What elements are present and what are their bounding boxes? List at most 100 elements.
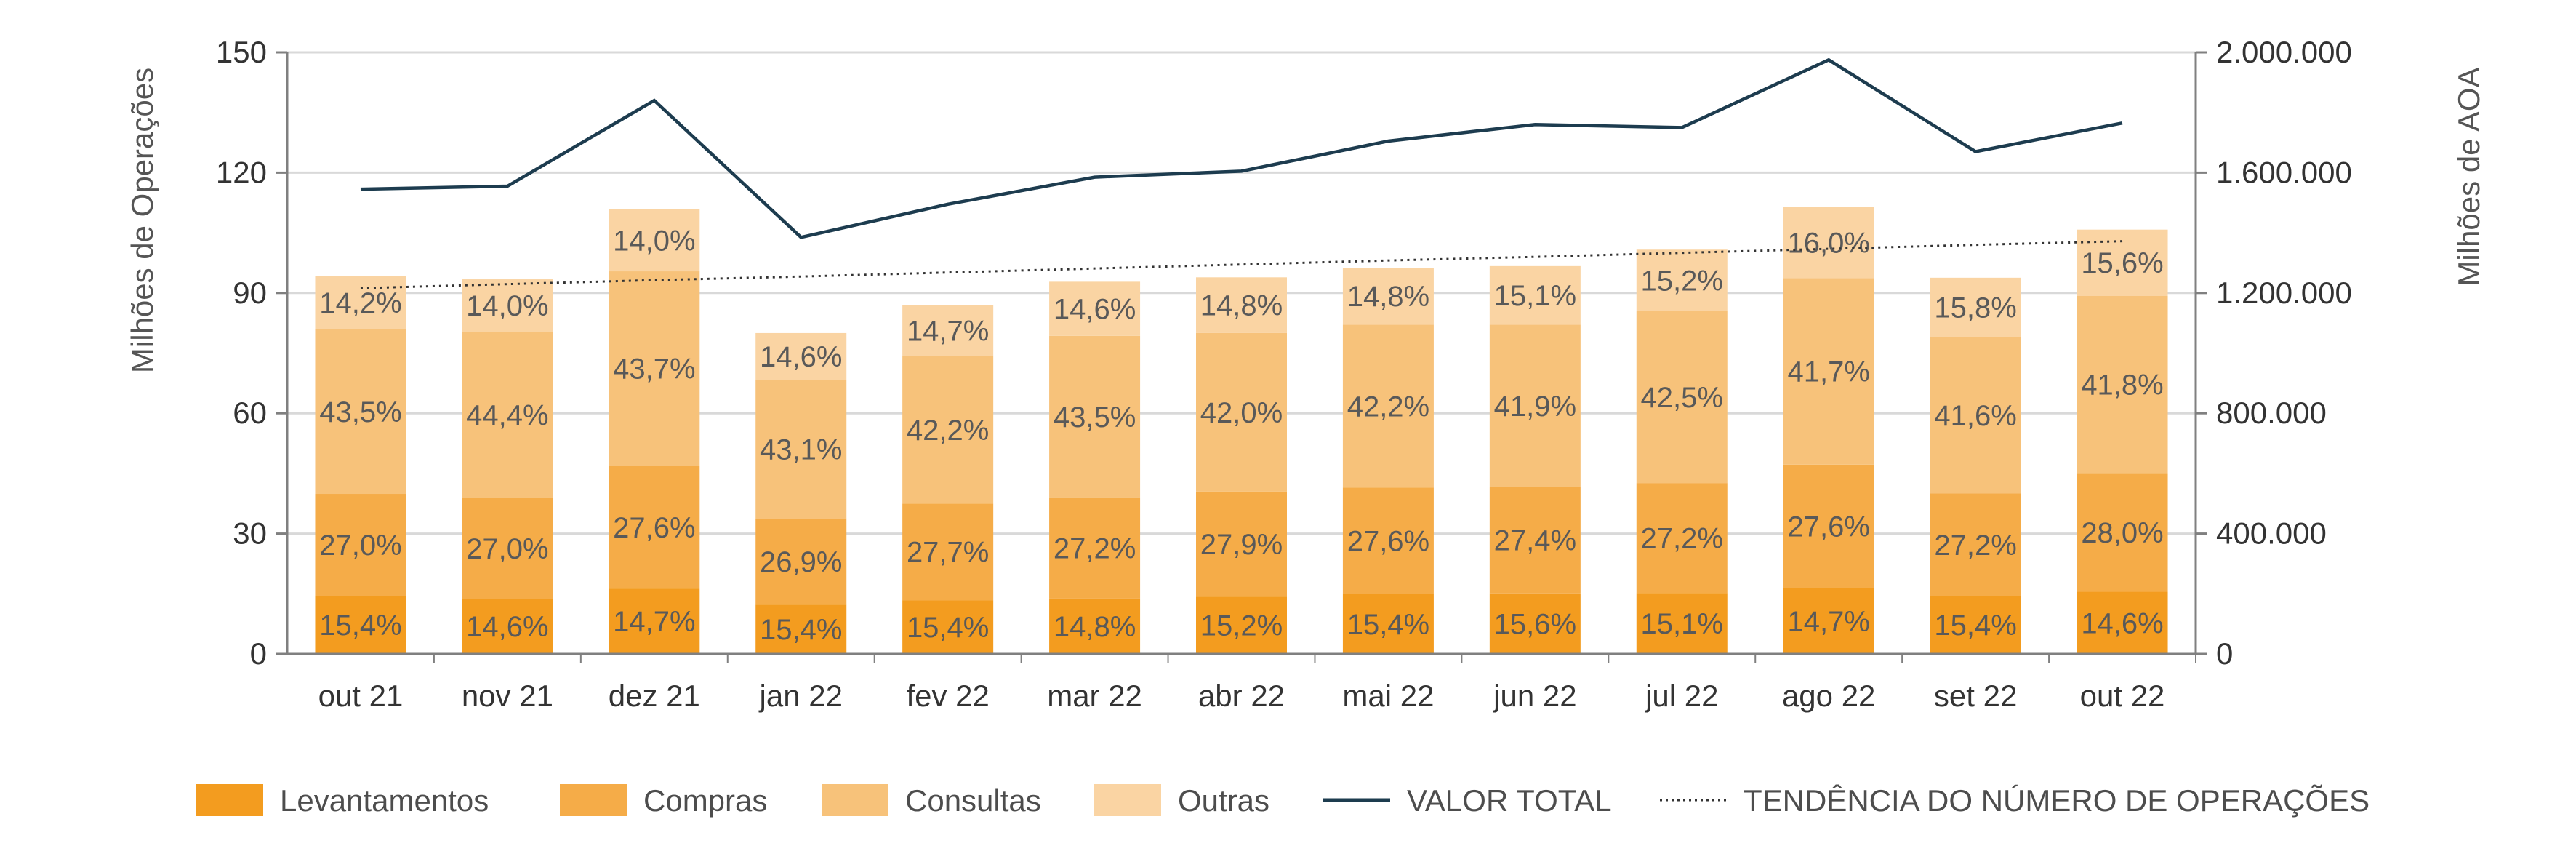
y-tick-label: 90 bbox=[233, 276, 267, 310]
legend-swatch bbox=[1094, 784, 1161, 816]
data-label: 15,4% bbox=[907, 612, 989, 644]
bar-levantamentos bbox=[902, 600, 994, 654]
legend-swatch bbox=[560, 784, 627, 816]
bar-consultas bbox=[1049, 335, 1141, 498]
legend-label: Consultas bbox=[905, 783, 1041, 818]
bar-compras bbox=[1342, 487, 1434, 594]
data-label: 15,2% bbox=[1200, 610, 1283, 642]
bar-levantamentos bbox=[1049, 598, 1141, 654]
data-label: 14,0% bbox=[466, 290, 548, 322]
bar-consultas bbox=[755, 380, 847, 519]
bar-levantamentos bbox=[1489, 593, 1581, 654]
bar-compras bbox=[2077, 473, 2168, 592]
bar-outras bbox=[1783, 207, 1874, 279]
bar-compras bbox=[1930, 493, 2021, 596]
legend-label: VALOR TOTAL bbox=[1407, 783, 1612, 818]
bar-outras bbox=[1636, 249, 1728, 311]
x-tick-label: dez 21 bbox=[609, 679, 700, 713]
data-label: 44,4% bbox=[466, 399, 548, 431]
x-tick-label: ago 22 bbox=[1782, 679, 1875, 713]
data-label: 15,1% bbox=[1641, 608, 1723, 640]
bar-compras bbox=[462, 498, 553, 599]
y-tick-label: 120 bbox=[216, 155, 267, 189]
x-tick-label: out 21 bbox=[318, 679, 404, 713]
data-label: 14,7% bbox=[1787, 606, 1869, 638]
bar-consultas bbox=[1489, 324, 1581, 487]
y-tick-label: 150 bbox=[216, 35, 267, 69]
data-label: 27,0% bbox=[319, 530, 401, 562]
data-label: 15,1% bbox=[1494, 280, 1576, 312]
y-axis-title: Milhões de Operações bbox=[125, 68, 159, 373]
bar-levantamentos bbox=[755, 604, 847, 654]
legend-swatch bbox=[822, 784, 888, 816]
y2-tick-label: 0 bbox=[2216, 636, 2233, 671]
x-tick-label: jun 22 bbox=[1492, 679, 1576, 713]
data-label: 28,0% bbox=[2081, 517, 2163, 549]
data-label: 43,1% bbox=[760, 434, 842, 466]
bar-levantamentos bbox=[315, 596, 406, 654]
data-label: 15,2% bbox=[1641, 265, 1723, 297]
data-label: 14,6% bbox=[760, 341, 842, 373]
data-label: 15,4% bbox=[319, 610, 401, 642]
data-label: 27,9% bbox=[1200, 529, 1283, 561]
bar-compras bbox=[902, 503, 994, 601]
bar-compras bbox=[755, 518, 847, 605]
y-tick-label: 0 bbox=[250, 636, 267, 671]
data-label: 42,0% bbox=[1200, 397, 1283, 429]
data-label: 15,6% bbox=[2081, 247, 2163, 279]
data-label: 42,2% bbox=[1347, 391, 1429, 423]
data-label: 27,2% bbox=[1934, 530, 2016, 562]
data-label: 27,2% bbox=[1641, 523, 1723, 555]
data-label: 41,6% bbox=[1934, 400, 2016, 432]
bar-consultas bbox=[462, 332, 553, 498]
valor-total-line bbox=[360, 57, 2123, 239]
y2-tick-label: 400.000 bbox=[2216, 516, 2327, 551]
bar-consultas bbox=[1636, 311, 1728, 484]
bar-compras bbox=[1783, 464, 1874, 588]
bar-levantamentos bbox=[462, 599, 553, 654]
legend-label: Levantamentos bbox=[280, 783, 489, 818]
data-label: 14,6% bbox=[1054, 294, 1136, 326]
bar-consultas bbox=[1342, 324, 1434, 488]
bar-outras bbox=[1489, 265, 1581, 325]
x-tick-label: out 22 bbox=[2080, 679, 2165, 713]
data-label: 41,9% bbox=[1494, 391, 1576, 423]
data-label: 27,7% bbox=[907, 537, 989, 569]
legend-label: Compras bbox=[643, 783, 767, 818]
data-label: 14,6% bbox=[2081, 607, 2163, 639]
bar-levantamentos bbox=[1783, 588, 1874, 654]
bar-compras bbox=[609, 466, 700, 589]
bar-compras bbox=[1049, 497, 1141, 599]
x-tick-label: mar 22 bbox=[1047, 679, 1142, 713]
axes: 0 30 60 90 120 150 0 400.000 800.000 1.200.000 1.6… bbox=[216, 35, 2352, 713]
bar-consultas bbox=[1196, 332, 1287, 492]
data-label: 14,2% bbox=[319, 287, 401, 319]
bar-consultas bbox=[609, 271, 700, 466]
data-label: 27,4% bbox=[1494, 525, 1576, 557]
y2-axis-title: Milhões de AOA bbox=[2452, 67, 2486, 286]
bar-levantamentos bbox=[1930, 596, 2021, 654]
data-label: 14,0% bbox=[613, 225, 695, 257]
data-label: 14,7% bbox=[907, 316, 989, 348]
data-label: 14,8% bbox=[1200, 290, 1283, 322]
data-label: 42,2% bbox=[907, 415, 989, 447]
x-tick-label: nov 21 bbox=[462, 679, 553, 713]
data-label: 43,5% bbox=[319, 396, 401, 428]
bar-compras bbox=[315, 494, 406, 596]
data-label: 41,7% bbox=[1787, 356, 1869, 388]
y-tick-label: 30 bbox=[233, 516, 267, 551]
data-label: 14,8% bbox=[1347, 281, 1429, 313]
line-group bbox=[360, 57, 2123, 289]
bar-outras bbox=[2077, 229, 2168, 296]
data-label: 15,4% bbox=[1347, 609, 1429, 641]
data-label: 15,4% bbox=[1934, 610, 2016, 642]
bar-levantamentos bbox=[2077, 591, 2168, 654]
y2-tick-label: 2.000.000 bbox=[2216, 35, 2352, 69]
bar-outras bbox=[1930, 277, 2021, 337]
bar-levantamentos bbox=[1636, 593, 1728, 654]
data-label: 15,4% bbox=[760, 614, 842, 646]
data-label: 14,7% bbox=[613, 606, 695, 638]
x-tick-label: jan 22 bbox=[758, 679, 843, 713]
bar-consultas bbox=[1783, 278, 1874, 465]
bar-outras bbox=[1342, 268, 1434, 325]
